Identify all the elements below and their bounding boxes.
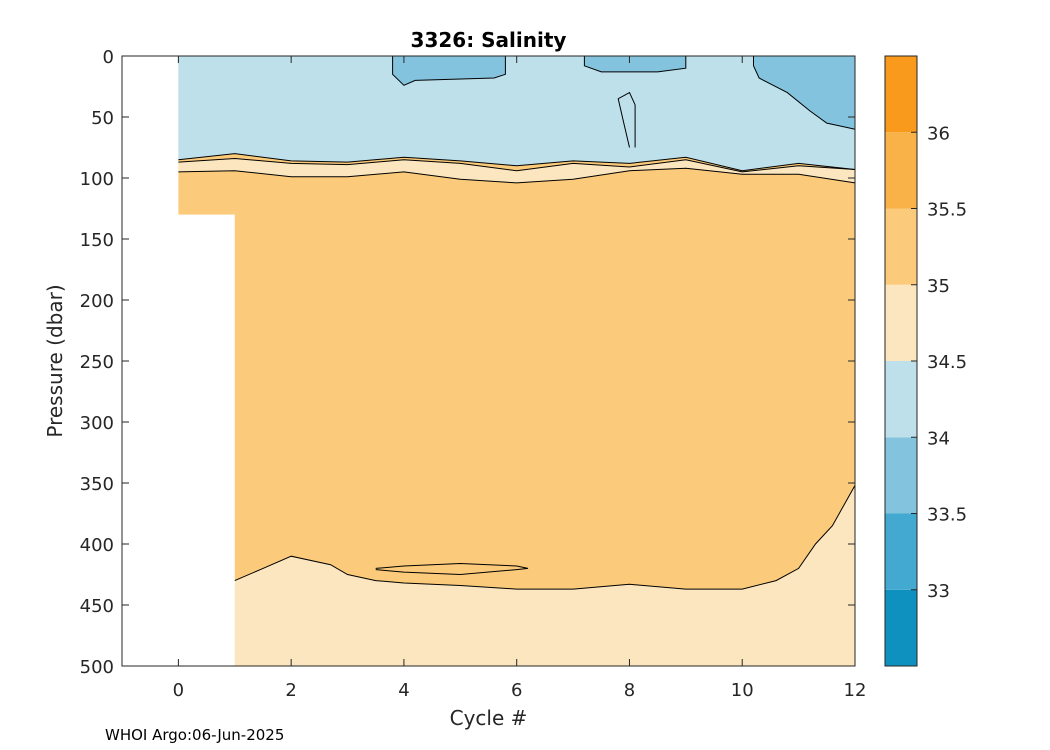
- y-axis-label: Pressure (dbar): [43, 284, 67, 437]
- colorbar-swatch: [885, 589, 917, 666]
- y-tick-label: 450: [80, 596, 114, 617]
- colorbar-swatch: [885, 56, 917, 133]
- x-tick-label: 4: [398, 680, 409, 701]
- no-data-region: [177, 214, 235, 667]
- x-tick-label: 10: [731, 680, 754, 701]
- contour-35-deep: [234, 485, 856, 590]
- y-tick-label: 400: [80, 535, 114, 556]
- x-axis-ticks: 0 2 4 6 8 10 12: [173, 56, 867, 701]
- colorbar-tick-label: 36: [927, 123, 950, 144]
- contour-lines: [178, 56, 856, 590]
- y-tick-label: 500: [80, 657, 114, 678]
- contour-35-upper: [178, 167, 856, 184]
- x-axis-label: Cycle #: [450, 706, 528, 730]
- colorbar-tick-label: 35.5: [927, 200, 967, 221]
- y-tick-label: 250: [80, 352, 114, 373]
- contour-35-lens: [375, 562, 529, 576]
- y-tick-label: 150: [80, 230, 114, 251]
- contour-34-patch-a: [392, 56, 506, 86]
- colorbar-tick-label: 35: [927, 276, 950, 297]
- colorbar: 33 33.5 34 34.5 35 35.5 36: [884, 55, 967, 667]
- fill-34-34.5-surface: [178, 56, 855, 171]
- fill-34.5-35-deep: [178, 485, 855, 666]
- chart-title: 3326: Salinity: [411, 28, 567, 52]
- footer-credit: WHOI Argo:06-Jun-2025: [105, 726, 285, 744]
- contour-34-patch-c: [753, 56, 856, 130]
- y-tick-label: 0: [103, 47, 114, 68]
- colorbar-swatch: [885, 208, 917, 285]
- x-tick-label: 8: [624, 680, 635, 701]
- colorbar-tick-label: 34.5: [927, 352, 967, 373]
- y-tick-label: 100: [80, 169, 114, 190]
- contour-34-patch-b: [583, 56, 687, 73]
- x-tick-label: 2: [285, 680, 296, 701]
- y-tick-label: 300: [80, 413, 114, 434]
- fill-33.5-34-patch-a: [392, 56, 506, 86]
- contour-34.5-lower: [178, 157, 856, 173]
- colorbar-tick-label: 33.5: [927, 505, 967, 526]
- x-tick-label: 12: [844, 680, 867, 701]
- y-tick-label: 350: [80, 474, 114, 495]
- y-tick-label: 200: [80, 291, 114, 312]
- colorbar-swatch: [885, 284, 917, 361]
- y-tick-label: 50: [91, 108, 114, 129]
- colorbar-swatch: [885, 132, 917, 209]
- fill-33.5-34-patch-b: [584, 56, 686, 72]
- colorbar-swatch: [885, 361, 917, 438]
- colorbar-swatch: [885, 513, 917, 590]
- contour-34.5-upper: [178, 153, 856, 172]
- colorbar-tick-label: 34: [927, 428, 950, 449]
- plot-area: [177, 56, 855, 667]
- fill-33.5-34-patch-c: [753, 56, 855, 130]
- colorbar-swatch: [885, 437, 917, 514]
- x-tick-label: 0: [173, 680, 184, 701]
- x-tick-label: 6: [511, 680, 522, 701]
- contour-34-finger: [617, 91, 636, 148]
- colorbar-tick-label: 33: [927, 581, 950, 602]
- y-axis-ticks: 0 50 100 150 200 250 300 350 400 450 500: [80, 47, 855, 678]
